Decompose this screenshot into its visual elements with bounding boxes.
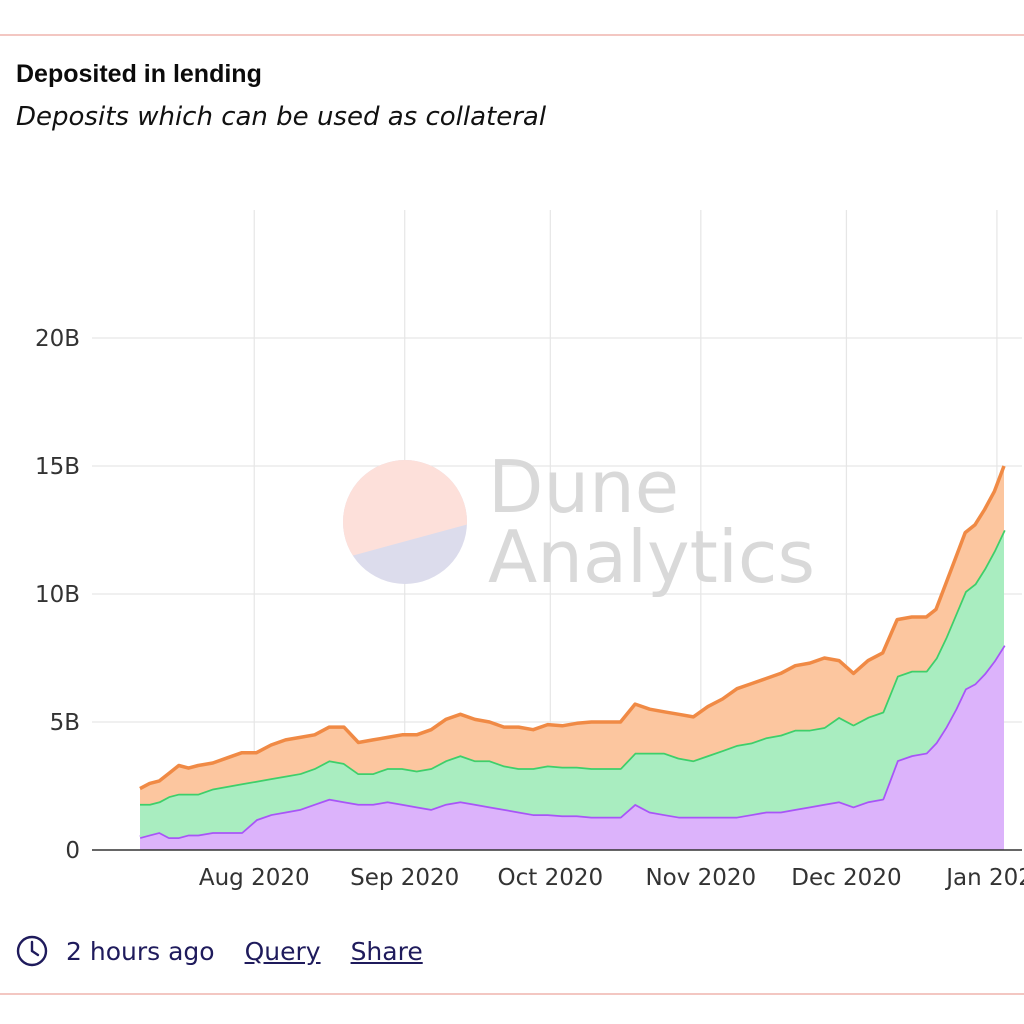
watermark-line2: Analytics bbox=[488, 515, 815, 599]
y-tick-label: 10B bbox=[35, 582, 80, 608]
x-tick-label: Oct 2020 bbox=[498, 865, 604, 891]
top-divider bbox=[0, 34, 1024, 36]
y-tick-label: 15B bbox=[35, 454, 80, 480]
watermark-line1: Dune bbox=[488, 445, 679, 529]
watermark-logo-icon bbox=[343, 460, 467, 584]
y-tick-label: 5B bbox=[50, 710, 80, 736]
series-area-green bbox=[140, 530, 1004, 838]
bottom-divider bbox=[0, 993, 1024, 995]
x-tick-label: Sep 2020 bbox=[350, 865, 459, 891]
y-tick-label: 0 bbox=[65, 838, 80, 864]
series-area-purple bbox=[140, 645, 1004, 850]
axis-layer: 0 5B 10B 15B 20B Aug 2020 Sep 2020 Oct 2020 Nov … bbox=[35, 326, 1024, 891]
dune-watermark: Dune Analytics bbox=[343, 445, 815, 599]
y-tick-label: 20B bbox=[35, 326, 80, 352]
stacked-area-chart: Dune Analytics 0 5B 10B 15B 20B Aug 2020 Sep 2… bbox=[35, 210, 1024, 891]
x-tick-label: Jan 2021 bbox=[944, 865, 1024, 891]
area-layer bbox=[139, 465, 1006, 850]
last-updated-text: 2 hours ago bbox=[66, 936, 215, 966]
series-area-orange bbox=[140, 466, 1004, 804]
x-tick-label: Dec 2020 bbox=[791, 865, 901, 891]
clock-icon bbox=[16, 935, 48, 967]
series-line-orange bbox=[139, 465, 1006, 791]
share-link[interactable]: Share bbox=[350, 936, 423, 966]
query-link[interactable]: Query bbox=[244, 936, 321, 966]
chart-footer: 2 hours ago Query Share bbox=[16, 934, 453, 968]
chart-title: Deposited in lending bbox=[16, 60, 262, 88]
x-tick-label: Nov 2020 bbox=[645, 865, 756, 891]
chart-subtitle: Deposits which can be used as collateral bbox=[16, 102, 547, 132]
x-tick-label: Aug 2020 bbox=[199, 865, 310, 891]
